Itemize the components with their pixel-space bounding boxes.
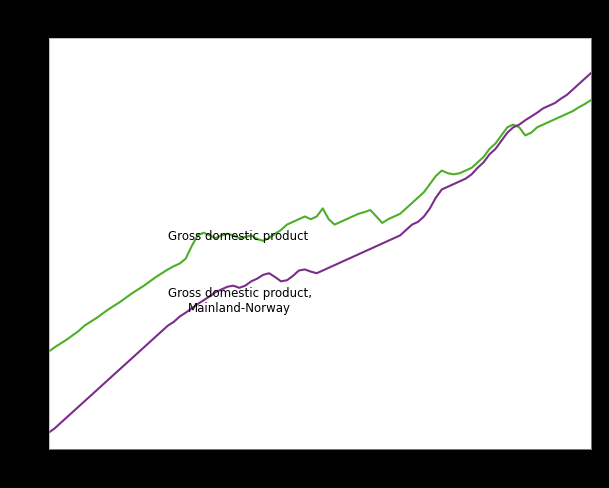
Text: Gross domestic product,
Mainland-Norway: Gross domestic product, Mainland-Norway bbox=[168, 286, 312, 315]
Text: Gross domestic product: Gross domestic product bbox=[168, 229, 308, 243]
